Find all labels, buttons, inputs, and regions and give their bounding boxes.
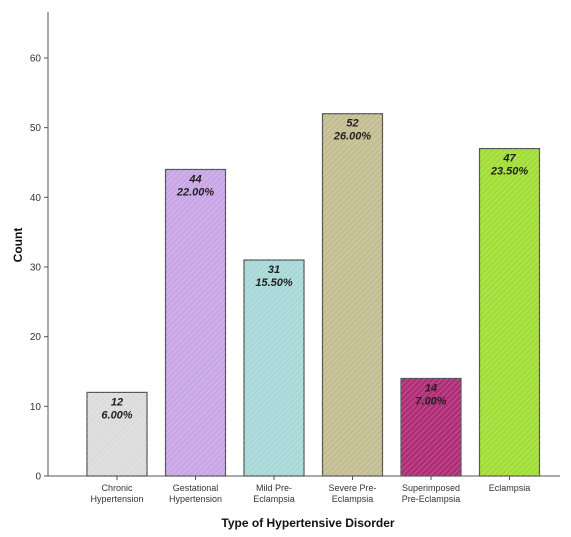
y-axis: 0 10 20 30 40 50 60 xyxy=(30,12,49,483)
bar-percent-label: 7.00% xyxy=(415,395,446,407)
y-tick-label: 60 xyxy=(30,54,42,65)
x-tick-label: Chronic xyxy=(101,483,133,493)
bar-count-label: 47 xyxy=(502,153,516,165)
y-tick-label: 50 xyxy=(30,123,42,134)
x-tick-label: Eclampsia xyxy=(253,494,295,504)
y-tick-label: 0 xyxy=(35,472,41,483)
x-tick-label: Hypertension xyxy=(169,494,222,504)
bar xyxy=(478,147,541,477)
x-tick-label: Eclampsia xyxy=(489,483,531,493)
y-tick-label: 30 xyxy=(30,263,42,274)
y-tick-label: 10 xyxy=(30,402,42,413)
bar-count-label: 52 xyxy=(346,118,358,130)
bar xyxy=(321,113,384,477)
bar-count-label: 31 xyxy=(268,264,280,276)
y-tick-label: 20 xyxy=(30,332,42,343)
bar-percent-label: 6.00% xyxy=(101,409,132,421)
bar-count-label: 44 xyxy=(188,173,201,185)
bar-percent-label: 15.50% xyxy=(255,277,293,289)
bar xyxy=(164,168,227,477)
x-axis: ChronicHypertensionGestationalHypertensi… xyxy=(48,475,560,504)
bar-percent-label: 22.00% xyxy=(176,186,215,198)
x-tick-label: Severe Pre- xyxy=(328,483,376,493)
x-tick-label: Superimposed xyxy=(402,483,460,493)
x-tick-label: Gestational xyxy=(173,483,219,493)
y-axis-title: Count xyxy=(11,228,25,263)
bar-percent-label: 23.50% xyxy=(490,166,529,178)
bars xyxy=(86,113,541,477)
bar-count-label: 14 xyxy=(425,382,437,394)
y-tick-label: 40 xyxy=(30,193,42,204)
x-tick-label: Eclampsia xyxy=(332,494,374,504)
bar-count-label: 12 xyxy=(111,396,123,408)
bar-percent-label: 26.00% xyxy=(333,131,372,143)
bar xyxy=(243,259,305,477)
x-tick-label: Hypertension xyxy=(90,494,143,504)
x-tick-label: Mild Pre- xyxy=(256,483,292,493)
x-tick-label: Pre-Eclampsia xyxy=(402,494,461,504)
x-axis-title: Type of Hypertensive Disorder xyxy=(221,516,394,530)
